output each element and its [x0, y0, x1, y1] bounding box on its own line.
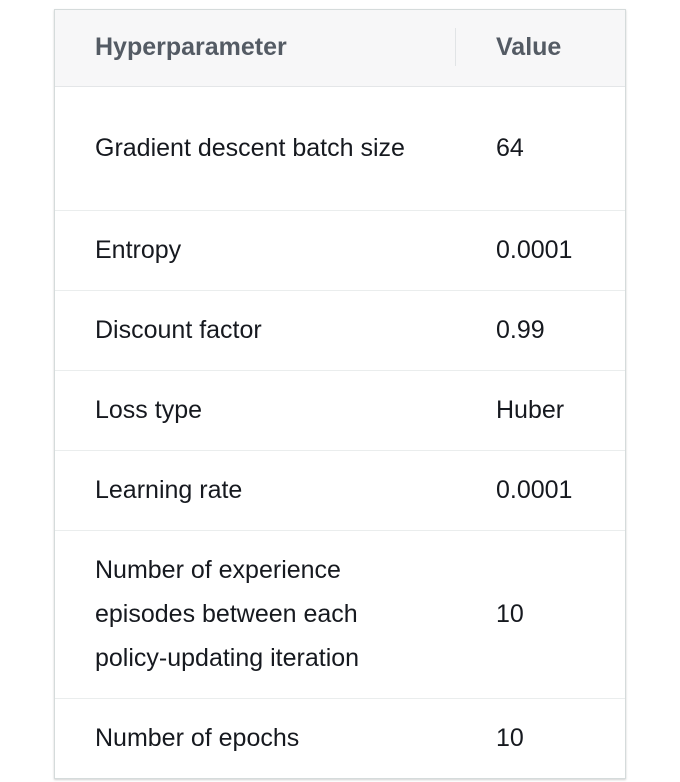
hyperparameter-table: Hyperparameter Value Gradient descent ba…	[55, 10, 625, 778]
column-divider	[455, 28, 456, 66]
row-value: 64	[456, 86, 625, 211]
row-parameter-text: Gradient descent batch size	[95, 134, 405, 162]
table-row: Number of experience episodes between ea…	[55, 530, 625, 699]
header-value: Value	[456, 10, 625, 87]
table-header: Hyperparameter Value	[55, 10, 625, 87]
row-parameter-text: Loss type	[95, 396, 203, 424]
row-parameter-text: Number of epochs	[95, 724, 300, 753]
hyperparameter-table-card: Hyperparameter Value Gradient descent ba…	[54, 9, 626, 779]
row-value: 0.0001	[456, 210, 625, 291]
row-parameter: Entropy	[55, 210, 456, 291]
row-parameter-text: Learning rate	[95, 476, 243, 504]
table-body: Gradient descent batch size 64 Entropy 0…	[55, 86, 625, 778]
header-row: Hyperparameter Value	[55, 10, 625, 87]
row-parameter: Discount factor	[55, 290, 456, 371]
row-parameter: Gradient descent batch size	[55, 86, 456, 211]
table-row: Entropy 0.0001	[55, 210, 625, 291]
header-hyperparameter-label: Hyperparameter	[95, 33, 287, 62]
row-parameter: Number of experience episodes between ea…	[55, 530, 456, 699]
row-parameter-text: Discount factor	[95, 316, 262, 344]
table-row: Gradient descent batch size 64	[55, 86, 625, 211]
table-row: Learning rate 0.0001	[55, 450, 625, 531]
table-row: Number of epochs 10	[55, 698, 625, 778]
row-value: 10	[456, 530, 625, 699]
table-row: Discount factor 0.99	[55, 290, 625, 371]
row-parameter-text: Entropy	[95, 236, 182, 264]
row-value: 0.0001	[456, 450, 625, 531]
row-parameter-text: Number of experience episodes between ea…	[95, 556, 360, 672]
row-value: 10	[496, 724, 524, 753]
row-value: Huber	[456, 370, 625, 451]
header-hyperparameter: Hyperparameter	[55, 10, 456, 87]
row-parameter: Loss type	[55, 370, 456, 451]
row-value: 0.99	[456, 290, 625, 371]
row-parameter: Number of epochs	[55, 698, 456, 778]
row-parameter: Learning rate	[55, 450, 456, 531]
table-row: Loss type Huber	[55, 370, 625, 451]
header-value-label: Value	[496, 33, 562, 62]
